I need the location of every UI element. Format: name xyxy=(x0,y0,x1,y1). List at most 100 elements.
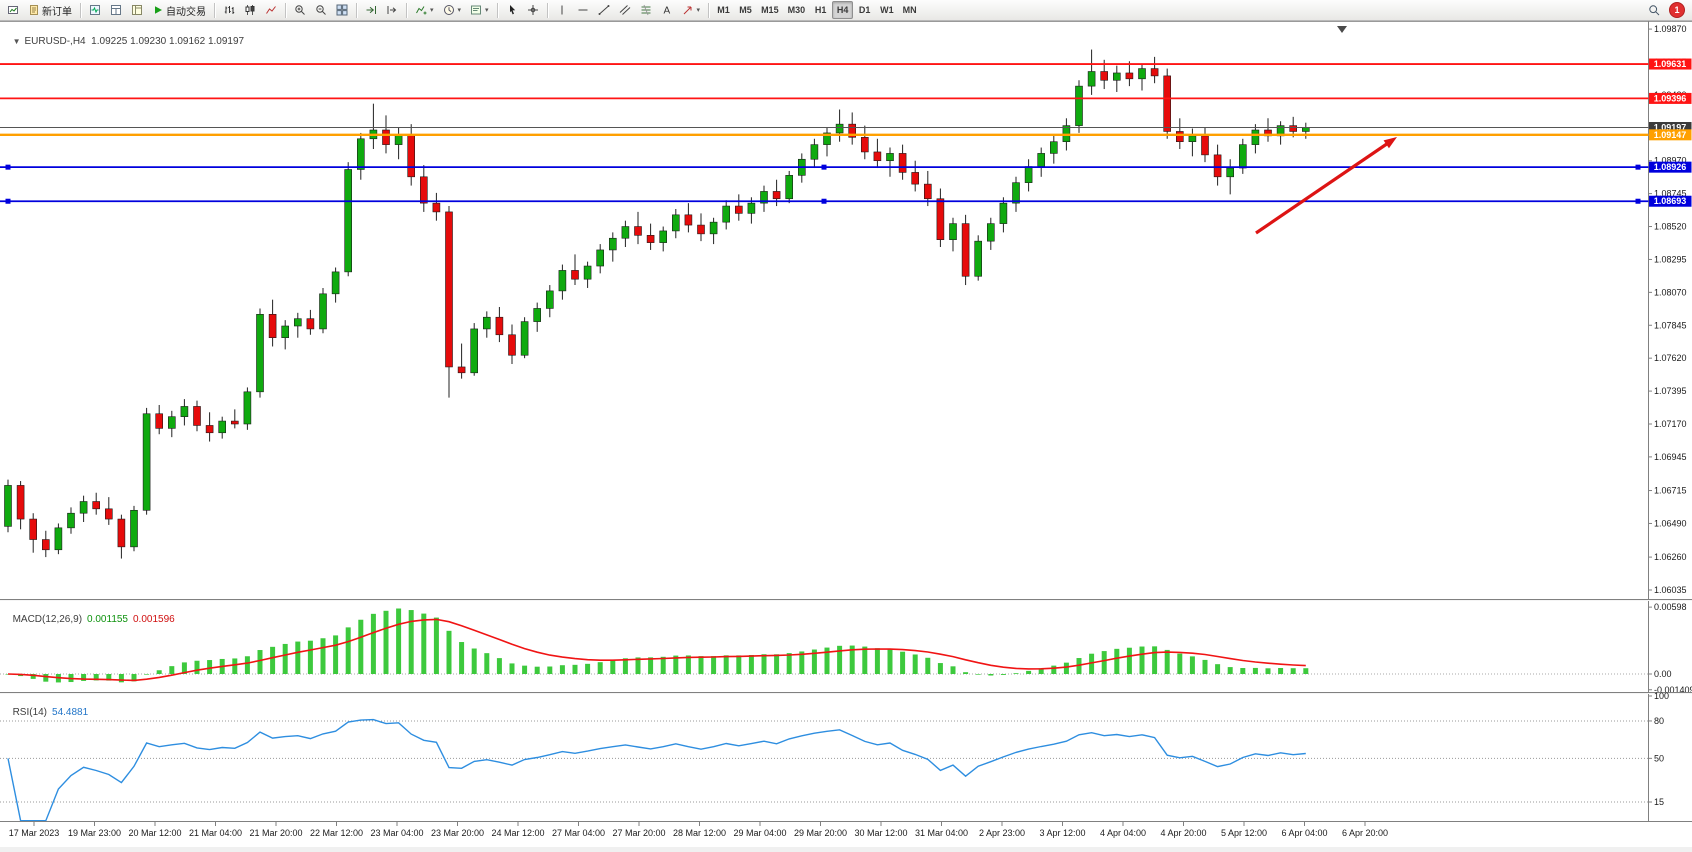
resistance-line-2-price-tag-text: 1.09396 xyxy=(1654,93,1687,103)
timeframe-h4-button[interactable]: H4 xyxy=(832,1,853,19)
macd-bar xyxy=(787,653,792,674)
svg-text:A: A xyxy=(663,6,670,17)
arrows-button[interactable]: ▾ xyxy=(678,1,705,19)
navigator-button[interactable] xyxy=(127,1,147,19)
zoom-out-button[interactable] xyxy=(311,1,331,19)
data-window-icon xyxy=(110,4,122,16)
time-tick-label: 21 Mar 20:00 xyxy=(249,828,302,838)
vline-button[interactable] xyxy=(552,1,572,19)
macd-bar xyxy=(245,656,250,674)
market-watch-button[interactable] xyxy=(85,1,105,19)
macd-bar xyxy=(711,656,716,674)
support-line-2-handle[interactable] xyxy=(1636,199,1641,204)
support-line-1-handle[interactable] xyxy=(1636,165,1641,170)
new-chart-button[interactable] xyxy=(3,1,23,19)
auto-scroll-button[interactable] xyxy=(361,1,381,19)
timeframe-m1-button[interactable]: M1 xyxy=(713,1,734,19)
candles-icon xyxy=(244,4,256,16)
templates-button[interactable]: ▾ xyxy=(466,1,493,19)
search-button[interactable] xyxy=(1644,1,1664,19)
macd-name: MACD(12,26,9) xyxy=(13,614,82,625)
macd-tick-label: 0.00 xyxy=(1654,669,1672,679)
macd-bar xyxy=(1253,668,1258,674)
candle xyxy=(786,171,793,203)
macd-bar xyxy=(1240,668,1245,674)
macd-bar xyxy=(43,674,48,682)
vline-icon xyxy=(556,4,568,16)
channel-button[interactable] xyxy=(615,1,635,19)
hline-button[interactable] xyxy=(573,1,593,19)
rsi-indicator-label: RSI(14)54.4881 xyxy=(7,696,88,718)
one-click-collapse-icon[interactable]: ▼ xyxy=(13,37,21,46)
macd-bar xyxy=(1266,668,1271,674)
macd-bar xyxy=(207,660,212,674)
trendline-button[interactable] xyxy=(594,1,614,19)
macd-bar xyxy=(522,666,527,674)
macd-bar xyxy=(913,654,918,674)
macd-bar xyxy=(144,674,149,675)
new-chart-icon xyxy=(7,4,19,16)
macd-bar xyxy=(1051,666,1056,674)
timeframe-mn-button[interactable]: MN xyxy=(899,1,921,19)
timeframe-w1-button[interactable]: W1 xyxy=(876,1,898,19)
time-tick-label: 5 Apr 12:00 xyxy=(1221,828,1267,838)
macd-bar xyxy=(1303,668,1308,674)
timeframe-m30-button[interactable]: M30 xyxy=(784,1,810,19)
price-tick-label: 1.09870 xyxy=(1654,24,1687,34)
timeframe-h1-button[interactable]: H1 xyxy=(810,1,831,19)
chart-window[interactable]: 1.098701.096451.094201.091951.089701.087… xyxy=(0,21,1692,847)
text-button[interactable]: A xyxy=(657,1,677,19)
fibonacci-button[interactable] xyxy=(636,1,656,19)
autotrading-button-label: 自动交易 xyxy=(166,3,206,18)
time-tick-label: 19 Mar 23:00 xyxy=(68,828,121,838)
macd-bar xyxy=(1014,673,1019,674)
candlestick-button[interactable] xyxy=(240,1,260,19)
support-line-2-handle[interactable] xyxy=(822,199,827,204)
macd-bar xyxy=(1140,647,1145,674)
timeframe-m15-button[interactable]: M15 xyxy=(757,1,783,19)
macd-bar xyxy=(1203,660,1208,674)
zoom-in-icon xyxy=(294,4,306,16)
macd-bar xyxy=(976,674,981,675)
support-line-1-handle[interactable] xyxy=(6,165,11,170)
macd-bar xyxy=(925,658,930,674)
macd-bar xyxy=(1064,663,1069,674)
autotrading-button[interactable]: 自动交易 xyxy=(148,1,210,19)
cursor-button[interactable] xyxy=(502,1,522,19)
macd-bar xyxy=(988,674,993,676)
macd-bar xyxy=(610,660,615,674)
data-window-button[interactable] xyxy=(106,1,126,19)
zoom-in-button[interactable] xyxy=(290,1,310,19)
time-tick-label: 4 Apr 04:00 xyxy=(1100,828,1146,838)
macd-bar xyxy=(585,664,590,674)
line-chart-button[interactable] xyxy=(261,1,281,19)
line-chart-icon xyxy=(265,4,277,16)
play-icon xyxy=(152,4,164,16)
tile-windows-button[interactable] xyxy=(332,1,352,19)
rsi-name: RSI(14) xyxy=(13,707,47,718)
periods-button[interactable]: ▾ xyxy=(439,1,466,19)
macd-bar xyxy=(661,657,666,674)
new-order-button[interactable]: 新订单 xyxy=(24,1,76,19)
support-line-1-handle[interactable] xyxy=(822,165,827,170)
crosshair-icon xyxy=(527,4,539,16)
crosshair-button[interactable] xyxy=(523,1,543,19)
cursor-icon xyxy=(506,4,518,16)
chevron-down-icon: ▾ xyxy=(697,6,701,14)
macd-bar xyxy=(1228,667,1233,674)
timeframe-d1-button[interactable]: D1 xyxy=(854,1,875,19)
resistance-line-1-price-tag-text: 1.09631 xyxy=(1654,59,1687,69)
macd-bar xyxy=(1127,648,1132,674)
chart-shift-button[interactable] xyxy=(382,1,402,19)
bar-chart-button[interactable] xyxy=(219,1,239,19)
toolbar-separator xyxy=(214,3,215,18)
timeframe-m5-button[interactable]: M5 xyxy=(735,1,756,19)
indicators-button[interactable]: ▾ xyxy=(411,1,438,19)
macd-bar xyxy=(258,650,263,674)
support-line-2-handle[interactable] xyxy=(6,199,11,204)
notification-badge[interactable]: 1 xyxy=(1669,2,1685,18)
bar-chart-icon xyxy=(223,4,235,16)
price-tick-label: 1.08070 xyxy=(1654,287,1687,297)
price-tick-label: 1.06945 xyxy=(1654,452,1687,462)
